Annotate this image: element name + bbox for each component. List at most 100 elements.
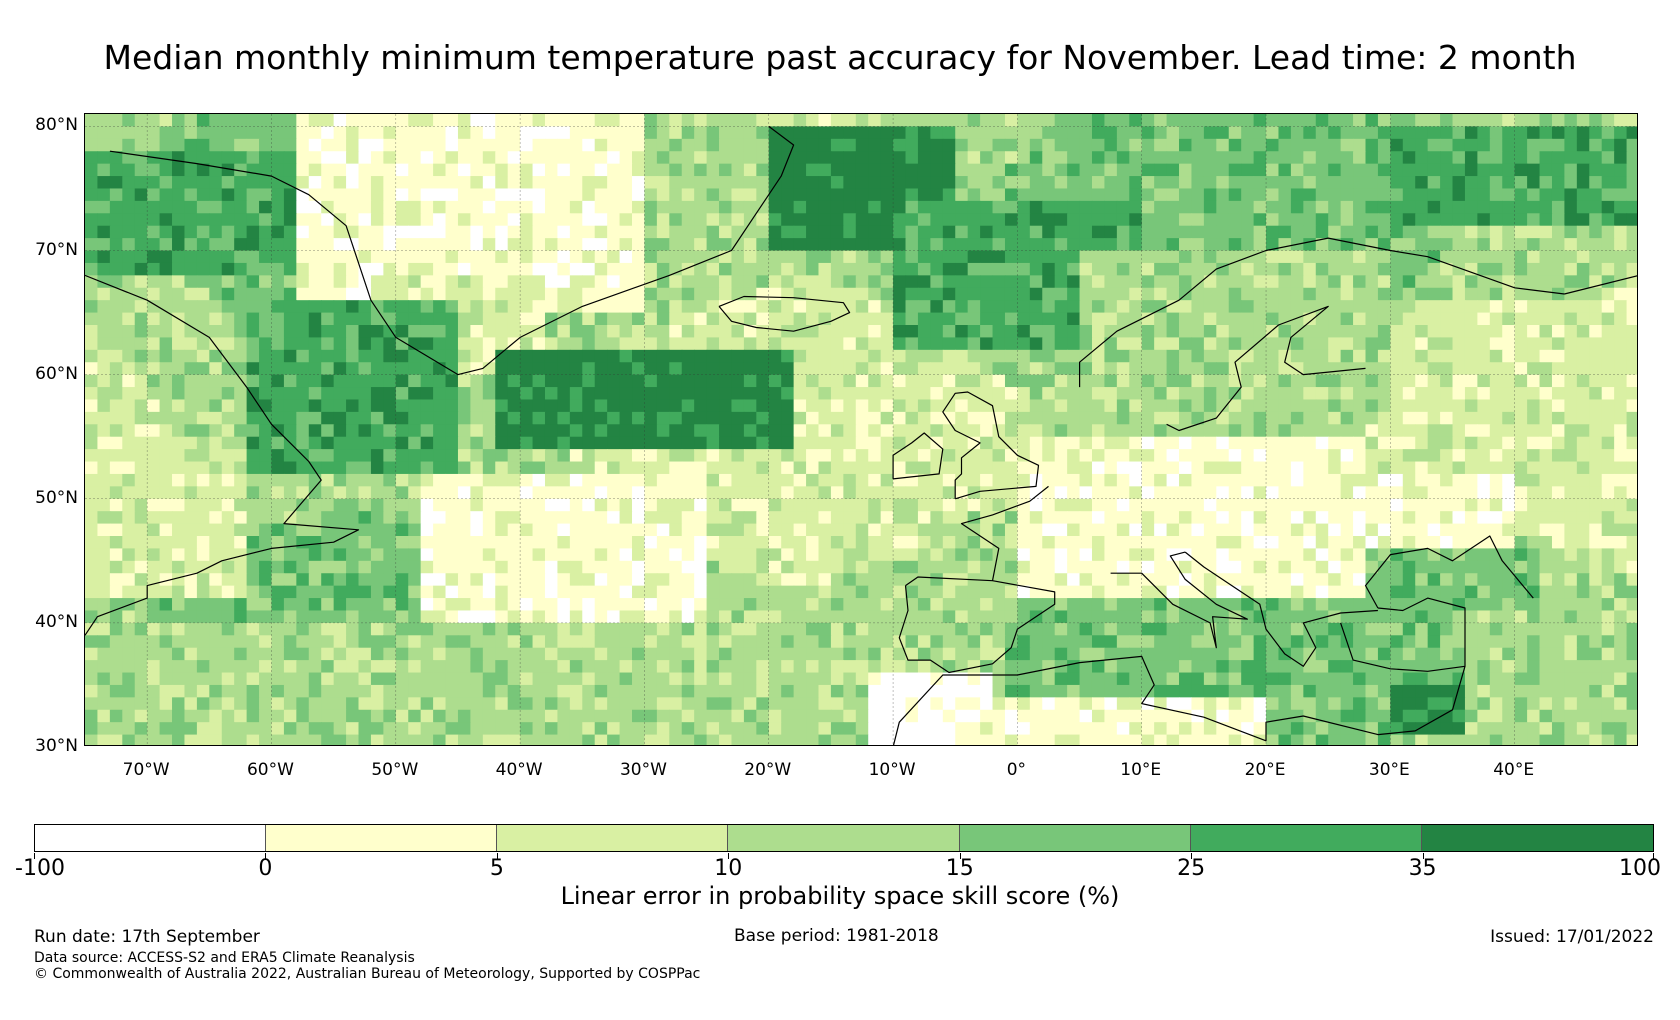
grid-cell (855, 374, 869, 388)
grid-cell (719, 449, 733, 463)
grid-cell (731, 548, 745, 562)
grid-cell (1527, 473, 1541, 487)
grid-cell (1154, 300, 1168, 314)
grid-cell (1253, 473, 1267, 487)
grid-cell (408, 486, 422, 500)
grid-cell (1489, 349, 1503, 363)
grid-cell (980, 399, 994, 413)
grid-cell (1527, 337, 1541, 351)
grid-cell (644, 238, 658, 252)
grid-cell (955, 151, 969, 165)
grid-cell (1477, 436, 1491, 450)
grid-cell (209, 486, 223, 500)
grid-cell (1377, 262, 1391, 276)
grid-cell (346, 461, 360, 475)
grid-cell (457, 473, 471, 487)
grid-cell (433, 461, 447, 475)
grid-cell (395, 598, 409, 612)
grid-cell (1576, 300, 1590, 314)
grid-cell (681, 461, 695, 475)
grid-cell (880, 362, 894, 376)
grid-cell (1166, 151, 1180, 165)
grid-cell (1104, 548, 1118, 562)
grid-cell (109, 176, 123, 190)
grid-cell (283, 585, 297, 599)
grid-cell (1527, 138, 1541, 152)
grid-cell (1390, 213, 1404, 227)
grid-cell (1328, 188, 1342, 202)
grid-cell (756, 585, 770, 599)
grid-cell (967, 498, 981, 512)
grid-cell (880, 424, 894, 438)
grid-cell (569, 424, 583, 438)
grid-cell (109, 337, 123, 351)
grid-cell (1601, 387, 1615, 401)
grid-cell (109, 262, 123, 276)
grid-cell (196, 486, 210, 500)
grid-cell (930, 138, 944, 152)
grid-cell (793, 138, 807, 152)
grid-cell (544, 287, 559, 301)
grid-cell (1427, 114, 1441, 128)
grid-cell (1241, 424, 1255, 438)
grid-cell (1427, 573, 1441, 587)
grid-cell (1216, 424, 1230, 438)
grid-cell (1502, 387, 1516, 401)
grid-cell (271, 560, 285, 574)
grid-cell (470, 349, 484, 363)
grid-cell (1365, 362, 1379, 376)
grid-cell (1042, 200, 1056, 214)
grid-cell (1203, 585, 1217, 599)
grid-cell (656, 188, 670, 202)
grid-cell (967, 312, 981, 326)
grid-cell (893, 374, 907, 388)
grid-cell (806, 287, 820, 301)
grid-cell (980, 461, 994, 475)
grid-cell (259, 424, 273, 438)
grid-cell (1477, 387, 1491, 401)
grid-cell (1589, 511, 1603, 525)
grid-cell (756, 598, 770, 612)
grid-cell (880, 300, 894, 314)
grid-cell (768, 138, 782, 152)
grid-cell (818, 275, 832, 289)
grid-cell (1278, 300, 1292, 314)
grid-cell (1514, 449, 1528, 463)
grid-cell (1029, 548, 1043, 562)
grid-cell (1576, 573, 1590, 587)
grid-cell (1104, 511, 1118, 525)
grid-cell (843, 349, 857, 363)
grid-cell (917, 325, 931, 339)
grid-cell (980, 436, 994, 450)
grid-cell (1029, 598, 1043, 612)
grid-cell (196, 461, 210, 475)
grid-cell (1141, 213, 1155, 227)
grid-cell (147, 213, 161, 227)
grid-cell (942, 424, 956, 438)
grid-cell (1514, 349, 1528, 363)
grid-cell (1551, 225, 1566, 239)
grid-cell (917, 188, 931, 202)
grid-cell (1477, 461, 1491, 475)
grid-cell (694, 238, 708, 252)
grid-cell (917, 275, 931, 289)
grid-cell (370, 151, 384, 165)
grid-cell (656, 126, 670, 140)
grid-cell (346, 387, 360, 401)
grid-cell (930, 387, 944, 401)
grid-cell (806, 262, 820, 276)
grid-cell (1415, 262, 1429, 276)
grid-cell (1601, 213, 1615, 227)
grid-cell (893, 262, 907, 276)
grid-cell (992, 511, 1006, 525)
grid-cell (532, 411, 546, 425)
grid-cell (644, 585, 658, 599)
grid-cell (694, 573, 708, 587)
grid-cell (1452, 536, 1466, 550)
grid-cell (582, 163, 596, 177)
grid-cell (1626, 399, 1637, 413)
grid-cell (594, 548, 608, 562)
grid-cell (172, 548, 186, 562)
grid-cell (855, 573, 869, 587)
grid-cell (656, 225, 670, 239)
